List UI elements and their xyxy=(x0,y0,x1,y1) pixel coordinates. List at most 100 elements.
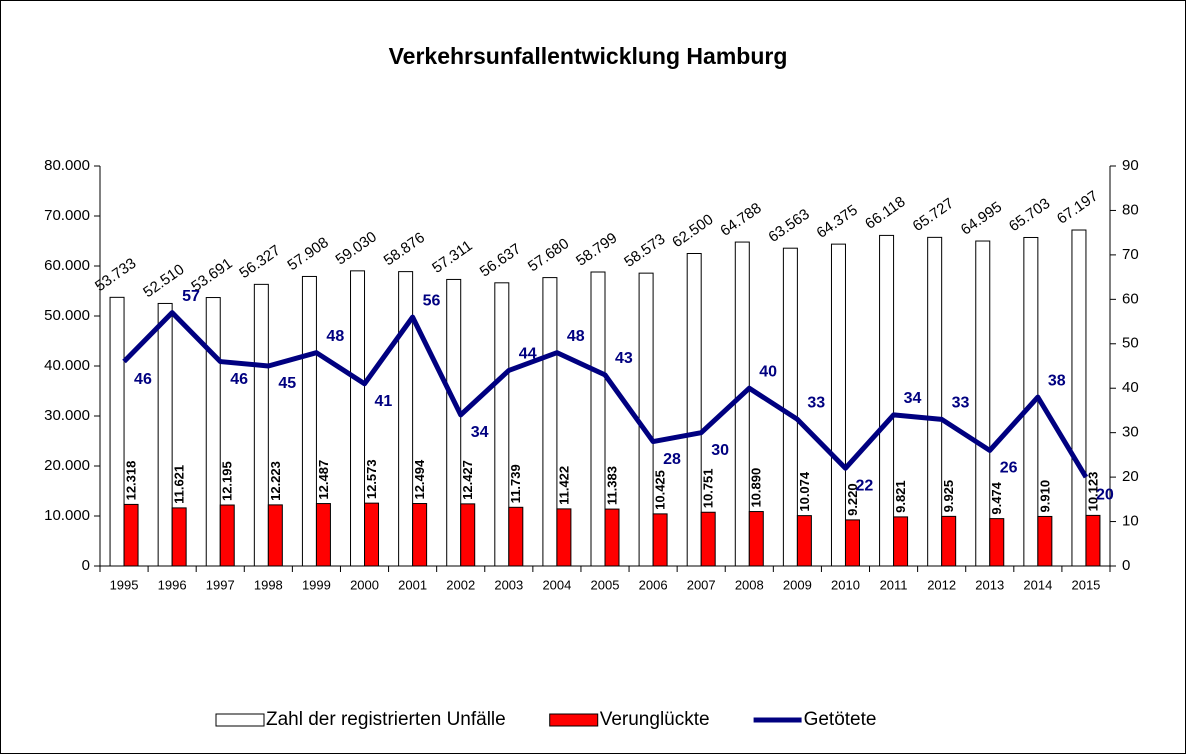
value-label: 12.195 xyxy=(220,461,235,501)
value-label: 9.474 xyxy=(989,481,1004,514)
y2-tick-label: 40 xyxy=(1122,379,1139,396)
x-tick-label: 2008 xyxy=(735,577,764,592)
value-label: 11.739 xyxy=(508,464,523,503)
legend-label: Getötete xyxy=(804,709,877,730)
y-tick-label: 70.000 xyxy=(44,207,90,224)
line-label: 38 xyxy=(1048,372,1066,389)
x-tick-label: 2002 xyxy=(446,577,475,592)
line-label: 48 xyxy=(326,328,344,345)
legend-swatch xyxy=(549,713,599,727)
bar xyxy=(638,272,654,567)
x-tick-label: 2004 xyxy=(542,577,571,592)
x-tick-label: 2015 xyxy=(1071,577,1100,592)
line-label: 20 xyxy=(1096,486,1114,503)
line-label: 41 xyxy=(375,393,393,410)
value-label: 10.425 xyxy=(653,470,668,510)
bar xyxy=(844,519,860,567)
x-tick-label: 2009 xyxy=(783,577,812,592)
x-tick-label: 2005 xyxy=(591,577,620,592)
bar xyxy=(989,518,1005,567)
bar xyxy=(157,302,173,567)
value-label: 12.318 xyxy=(123,461,138,501)
line-label: 34 xyxy=(471,424,489,441)
line-label: 56 xyxy=(423,292,441,309)
line-label: 45 xyxy=(278,375,296,392)
value-label: 10.751 xyxy=(701,468,716,508)
bar xyxy=(508,506,524,567)
y2-tick-label: 90 xyxy=(1122,157,1139,174)
bar xyxy=(1071,229,1087,567)
value-label: 12.573 xyxy=(364,459,379,499)
y-tick-label: 60.000 xyxy=(44,257,90,274)
line-label: 46 xyxy=(230,371,248,388)
value-label: 12.427 xyxy=(460,460,475,500)
bar xyxy=(796,515,812,567)
line-label: 33 xyxy=(952,395,970,412)
bar xyxy=(123,503,139,567)
line xyxy=(122,310,1089,479)
x-tick-label: 2011 xyxy=(880,577,908,592)
bar xyxy=(446,278,462,567)
bar xyxy=(267,504,283,567)
bar xyxy=(494,282,510,567)
legend-label: Zahl der registrierten Unfälle xyxy=(266,709,506,730)
value-label: 9.925 xyxy=(941,480,956,513)
value-label: 11.422 xyxy=(556,466,571,505)
line-label: 28 xyxy=(663,451,681,468)
bar xyxy=(219,504,235,567)
line-label: 57 xyxy=(182,288,200,305)
bar xyxy=(109,296,125,567)
bar xyxy=(412,503,428,567)
x-tick-label: 2014 xyxy=(1023,577,1052,592)
y-tick-label: 10.000 xyxy=(44,507,90,524)
bar xyxy=(1085,514,1101,567)
value-label: 10.074 xyxy=(797,471,812,512)
bar xyxy=(398,271,414,567)
bar xyxy=(879,234,895,567)
y2-tick-label: 80 xyxy=(1122,201,1139,218)
line-label: 26 xyxy=(1000,460,1018,477)
line-label: 34 xyxy=(904,390,922,407)
bar xyxy=(556,508,572,567)
y-tick-label: 40.000 xyxy=(44,357,90,374)
bar xyxy=(700,511,716,567)
value-label: 11.383 xyxy=(604,466,619,505)
bar xyxy=(893,516,909,567)
y2-tick-label: 20 xyxy=(1122,468,1139,485)
y2-tick-label: 0 xyxy=(1122,557,1130,574)
y-tick-label: 30.000 xyxy=(44,407,90,424)
bar xyxy=(590,271,606,567)
bar xyxy=(782,247,798,567)
x-tick-label: 2007 xyxy=(687,577,716,592)
bar xyxy=(604,508,620,567)
bar xyxy=(652,513,668,567)
y2-tick-label: 50 xyxy=(1122,335,1139,352)
legend-label: Verunglückte xyxy=(600,709,710,730)
bar xyxy=(205,297,221,567)
bar xyxy=(253,283,269,567)
bar xyxy=(301,275,317,567)
x-tick-label: 1998 xyxy=(254,577,283,592)
x-tick-label: 2012 xyxy=(927,577,956,592)
line-label: 40 xyxy=(759,363,777,380)
x-tick-label: 2003 xyxy=(494,577,523,592)
line-label: 33 xyxy=(807,395,825,412)
bar xyxy=(927,236,943,567)
bar xyxy=(171,507,187,567)
bar xyxy=(975,240,991,567)
x-tick-label: 1995 xyxy=(110,577,139,592)
y2-tick-label: 10 xyxy=(1122,513,1139,530)
line-label: 46 xyxy=(134,371,152,388)
chart-title: Verkehrsunfallentwicklung Hamburg xyxy=(389,43,788,69)
x-tick-label: 1999 xyxy=(302,577,331,592)
x-tick-label: 2006 xyxy=(639,577,668,592)
bar xyxy=(686,253,702,567)
value-label: 9.821 xyxy=(893,480,908,513)
y-tick-label: 80.000 xyxy=(44,157,90,174)
value-label: 11.621 xyxy=(172,465,187,504)
value-label: 12.223 xyxy=(268,461,283,501)
y-tick-label: 20.000 xyxy=(44,457,90,474)
value-label: 10.890 xyxy=(749,468,764,508)
line-label: 48 xyxy=(567,328,585,345)
